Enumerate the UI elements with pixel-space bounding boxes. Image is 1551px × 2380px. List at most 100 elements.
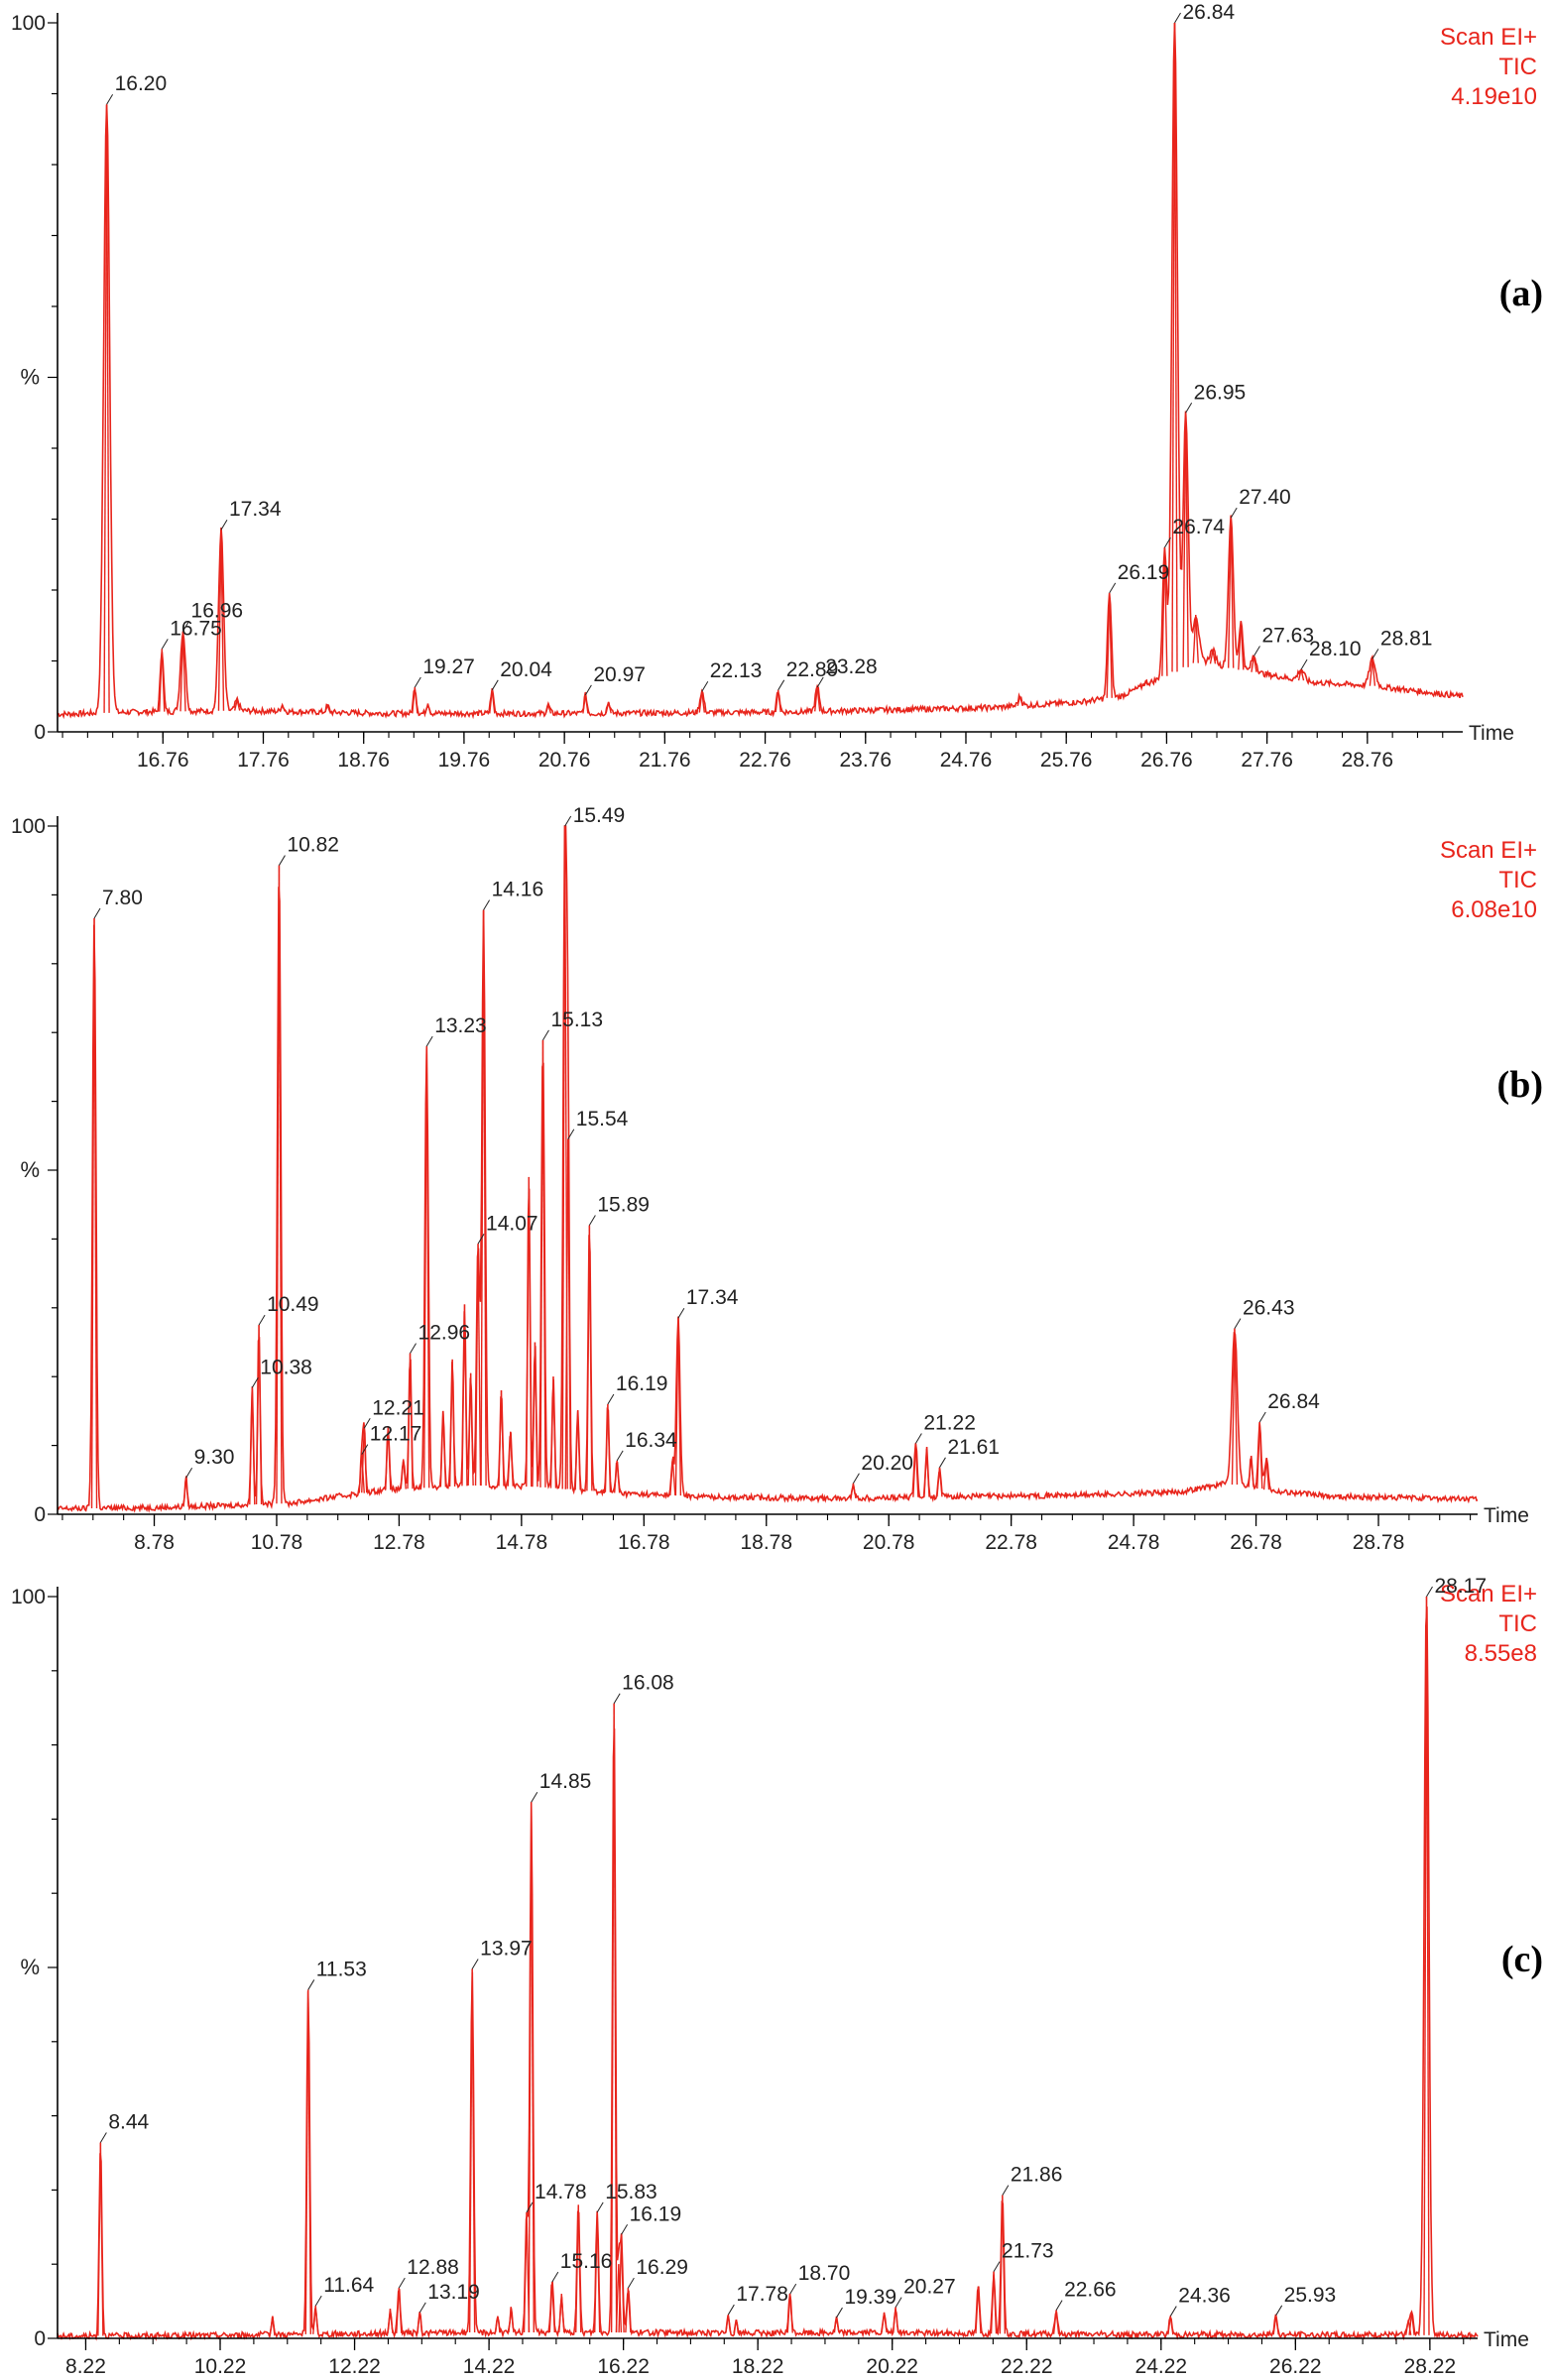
- peak-leader: [251, 1377, 259, 1388]
- peak-minor-tail: [389, 2309, 394, 2334]
- peak-label: 14.16: [492, 879, 544, 901]
- peak-minor-tail: [977, 2286, 982, 2334]
- peak-minor-tail: [282, 704, 286, 712]
- peak-minor: [923, 1449, 928, 1497]
- peak-10.49-tail: [258, 1325, 263, 1504]
- peak-leader: [621, 2224, 629, 2235]
- y-tick-label: 100: [11, 12, 46, 35]
- peak-label: 12.96: [418, 1322, 471, 1345]
- peak-26.84: [1171, 22, 1176, 672]
- peak-27.40: [1227, 518, 1232, 668]
- peak-leader: [491, 679, 499, 691]
- peak-leader: [939, 1457, 946, 1469]
- peak-leader: [106, 93, 114, 105]
- x-tick-label: 20.22: [866, 2355, 918, 2378]
- x-tick-label: 20.78: [863, 1531, 915, 1554]
- peak-leader: [1300, 658, 1308, 670]
- y-axis-label: %: [20, 365, 40, 390]
- peak-leader: [564, 815, 572, 827]
- peak-26.84-tail: [1173, 22, 1178, 672]
- x-tick-label: 18.76: [337, 749, 390, 772]
- y-tick-label: 100: [11, 815, 46, 838]
- tic-trace: [57, 1606, 1479, 2341]
- peak-13.19-tail: [418, 2312, 423, 2333]
- peak-28.81: [1369, 658, 1373, 686]
- peak-label: 26.19: [1118, 561, 1170, 584]
- x-tick-label: 22.22: [1001, 2355, 1053, 2378]
- peak-leader: [161, 639, 169, 650]
- peak-minor: [549, 1376, 554, 1488]
- peak-label: 13.19: [427, 2281, 480, 2304]
- y-axis-label: %: [20, 1157, 40, 1182]
- peak-minor-tail: [442, 1410, 447, 1488]
- x-tick-label: 16.76: [137, 749, 189, 772]
- header-line: Scan EI+: [1440, 24, 1537, 51]
- x-tick-label: 28.22: [1404, 2355, 1457, 2378]
- peak-28.10-tail: [1300, 668, 1305, 681]
- peak-label: 13.97: [480, 1937, 533, 1960]
- peak-26.84: [1256, 1421, 1260, 1489]
- peak-minor-tail: [451, 1359, 456, 1487]
- peak-minor: [508, 2309, 513, 2333]
- peak-leader: [477, 1234, 485, 1245]
- y-tick-label: 0: [34, 721, 46, 744]
- peak-15.13-tail: [541, 1039, 546, 1488]
- peak-minor: [498, 1390, 503, 1487]
- peak-11.64-tail: [314, 2306, 319, 2334]
- peak-minor-tail: [403, 1459, 407, 1489]
- panel-a: 0 100% 16.76 17.76 18.76 19.76 20.76 21.76 22.76…: [11, 1, 1543, 772]
- peak-label: 15.13: [550, 1009, 603, 1031]
- peak-leader: [914, 1433, 922, 1444]
- peak-minor-tail: [1250, 1455, 1254, 1488]
- x-tick-label: 28.76: [1342, 749, 1394, 772]
- peak-14.07-tail: [477, 1244, 482, 1486]
- peak-label: 15.89: [597, 1194, 650, 1217]
- peak-22.66: [1052, 2310, 1057, 2334]
- peak-minor-tail: [510, 2309, 515, 2333]
- peak-minor-tail: [1240, 622, 1245, 670]
- peak-22.13-tail: [701, 691, 705, 713]
- peak-25.93-tail: [1274, 2315, 1279, 2335]
- peak-10.38-tail: [251, 1387, 256, 1505]
- x-tick-label: 24.76: [940, 749, 993, 772]
- x-tick-label: 17.76: [237, 749, 290, 772]
- peak-26.19: [1106, 592, 1111, 698]
- peak-label: 17.34: [686, 1286, 739, 1309]
- peak-16.29: [625, 2288, 630, 2333]
- peak-label: 10.82: [287, 834, 339, 857]
- peak-leader: [1109, 582, 1117, 594]
- x-axis-label: Time: [1484, 1504, 1529, 1527]
- peak-20.27: [892, 2307, 896, 2333]
- peak-label: 20.27: [903, 2276, 956, 2299]
- peak-17.34: [674, 1318, 679, 1496]
- peak-minor-tail: [735, 2320, 740, 2333]
- x-tick-label: 26.22: [1269, 2355, 1322, 2378]
- peak-label: 27.63: [1261, 624, 1314, 647]
- x-tick-label: 21.76: [639, 749, 691, 772]
- peak-16.19: [618, 2234, 623, 2333]
- peak-minor: [494, 2316, 499, 2333]
- peak-minor-tail: [510, 1431, 514, 1487]
- peak-17.34-tail: [677, 1318, 682, 1496]
- peak-leader: [1234, 1318, 1242, 1329]
- peak-minor-tail: [1212, 650, 1217, 664]
- peak-label: 27.40: [1239, 486, 1291, 509]
- peak-minor: [1238, 622, 1243, 670]
- peak-leader: [567, 1129, 575, 1140]
- peak-minor: [1405, 2320, 1409, 2335]
- peak-label: 22.13: [710, 659, 763, 682]
- peak-label: 13.23: [434, 1014, 487, 1037]
- peak-label: 24.36: [1178, 2285, 1231, 2308]
- header-line: Scan EI+: [1440, 1581, 1537, 1607]
- peak-25.93: [1272, 2315, 1277, 2335]
- x-tick-label: 14.22: [463, 2355, 516, 2378]
- peak-leader: [1169, 2306, 1177, 2317]
- peak-leader: [701, 680, 709, 692]
- peak-19.39: [833, 2317, 838, 2333]
- peak-15.49-tail: [563, 825, 568, 1489]
- peak-label: 20.97: [593, 663, 646, 686]
- peak-label: 17.78: [736, 2283, 788, 2306]
- peak-leader: [1174, 12, 1181, 24]
- peak-label: 21.86: [1011, 2164, 1063, 2187]
